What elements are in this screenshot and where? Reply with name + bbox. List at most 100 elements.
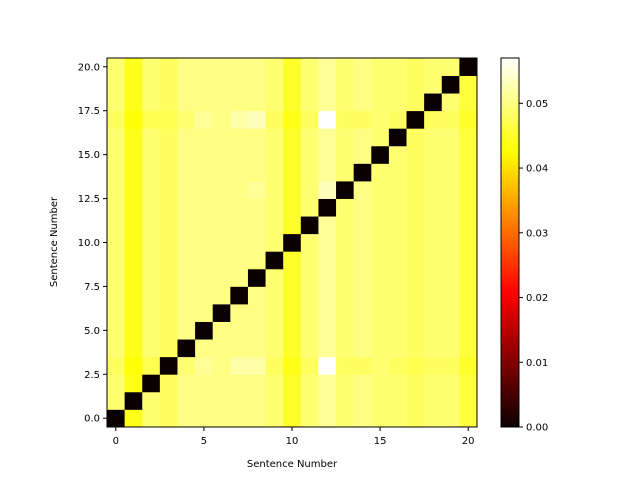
heatmap-cell xyxy=(142,93,161,112)
heatmap-cell xyxy=(318,181,337,199)
heatmap-cell xyxy=(459,233,478,252)
heatmap-cell xyxy=(247,374,266,393)
heatmap-cell xyxy=(177,216,196,235)
x-axis-ticks: 0 5 10 15 20 xyxy=(113,427,475,447)
heatmap-cell xyxy=(159,58,178,76)
heatmap-cell xyxy=(300,93,319,112)
heatmap-cell xyxy=(371,128,390,147)
heatmap-cell xyxy=(388,391,407,410)
y-tick-label: 2.5 xyxy=(84,370,100,381)
heatmap-cell xyxy=(212,145,231,164)
heatmap-cell xyxy=(424,58,443,76)
heatmap-cell xyxy=(283,251,302,270)
heatmap-cell xyxy=(124,93,143,112)
heatmap-cell xyxy=(459,110,478,129)
heatmap-cell xyxy=(388,145,407,164)
heatmap-cell xyxy=(459,58,478,76)
heatmap-cell xyxy=(336,304,355,322)
heatmap-cell xyxy=(318,374,337,393)
x-tick-label: 10 xyxy=(286,436,299,447)
heatmap-cell xyxy=(353,145,372,164)
heatmap-cell xyxy=(318,216,337,235)
heatmap-cell xyxy=(107,181,126,199)
heatmap-cell xyxy=(230,145,249,164)
colorbar-tick-label: 0.02 xyxy=(526,293,548,304)
heatmap-cell xyxy=(406,181,425,199)
colorbar-tick-label: 0.05 xyxy=(526,99,548,110)
heatmap-cell xyxy=(177,374,196,393)
heatmap-cell xyxy=(424,251,443,270)
heatmap-cell xyxy=(424,216,443,235)
heatmap-cell xyxy=(107,145,126,164)
heatmap-cell xyxy=(212,128,231,147)
heatmap-cell xyxy=(441,145,460,164)
heatmap-cell xyxy=(265,374,284,393)
y-tick-label: 12.5 xyxy=(78,194,100,205)
heatmap-cell xyxy=(142,374,161,393)
heatmap-cell xyxy=(265,268,284,287)
heatmap-cell xyxy=(107,251,126,270)
heatmap-cell xyxy=(124,356,143,375)
heatmap-cell xyxy=(283,110,302,129)
y-tick-label: 0.0 xyxy=(84,414,100,425)
heatmap-cell xyxy=(159,128,178,147)
heatmap-cell xyxy=(441,75,460,94)
heatmap-cell xyxy=(371,75,390,94)
heatmap-cell xyxy=(406,110,425,129)
heatmap-cell xyxy=(212,110,231,129)
heatmap-cell xyxy=(177,233,196,252)
heatmap-cell xyxy=(336,251,355,270)
heatmap-cell xyxy=(318,268,337,287)
heatmap-cell xyxy=(247,198,266,217)
heatmap-cell xyxy=(230,321,249,340)
heatmap-cell xyxy=(300,145,319,164)
heatmap-cell xyxy=(247,93,266,112)
heatmap-cell xyxy=(318,391,337,410)
heatmap-cell xyxy=(459,163,478,182)
heatmap-cell xyxy=(388,216,407,235)
heatmap-cell xyxy=(283,268,302,287)
heatmap-cell xyxy=(353,268,372,287)
heatmap-cell xyxy=(424,409,443,428)
heatmap-cell xyxy=(159,216,178,235)
heatmap-cell xyxy=(159,304,178,322)
heatmap-cell xyxy=(265,58,284,76)
heatmap-cell xyxy=(142,304,161,322)
heatmap-cell xyxy=(195,233,214,252)
heatmap-cell xyxy=(265,198,284,217)
heatmap-cell xyxy=(353,339,372,358)
heatmap-cell xyxy=(212,391,231,410)
heatmap-cell xyxy=(159,321,178,340)
heatmap-cell xyxy=(318,93,337,112)
heatmap-cell xyxy=(388,409,407,428)
heatmap-cell xyxy=(283,339,302,358)
heatmap-cell xyxy=(318,304,337,322)
heatmap-cell xyxy=(406,409,425,428)
heatmap-cell xyxy=(142,391,161,410)
heatmap-cell xyxy=(406,374,425,393)
heatmap-cell xyxy=(247,268,266,287)
heatmap-cell xyxy=(107,391,126,410)
x-tick-label: 20 xyxy=(462,436,475,447)
heatmap-cell xyxy=(388,321,407,340)
heatmap-cell xyxy=(353,321,372,340)
heatmap-cell xyxy=(300,181,319,199)
heatmap-cell xyxy=(336,198,355,217)
heatmap-cell xyxy=(247,391,266,410)
heatmap-cell xyxy=(177,304,196,322)
heatmap-cell xyxy=(107,216,126,235)
heatmap-cell xyxy=(159,339,178,358)
heatmap-cell xyxy=(107,163,126,182)
heatmap-cell xyxy=(336,163,355,182)
x-tick-label: 0 xyxy=(113,436,119,447)
heatmap-cell xyxy=(247,181,266,199)
heatmap-cell xyxy=(230,409,249,428)
heatmap-cell xyxy=(459,145,478,164)
heatmap-cell xyxy=(159,163,178,182)
heatmap-cell xyxy=(142,268,161,287)
heatmap-cell xyxy=(124,110,143,129)
heatmap-cell xyxy=(195,93,214,112)
heatmap-cell xyxy=(318,356,337,375)
heatmap-cell xyxy=(371,339,390,358)
